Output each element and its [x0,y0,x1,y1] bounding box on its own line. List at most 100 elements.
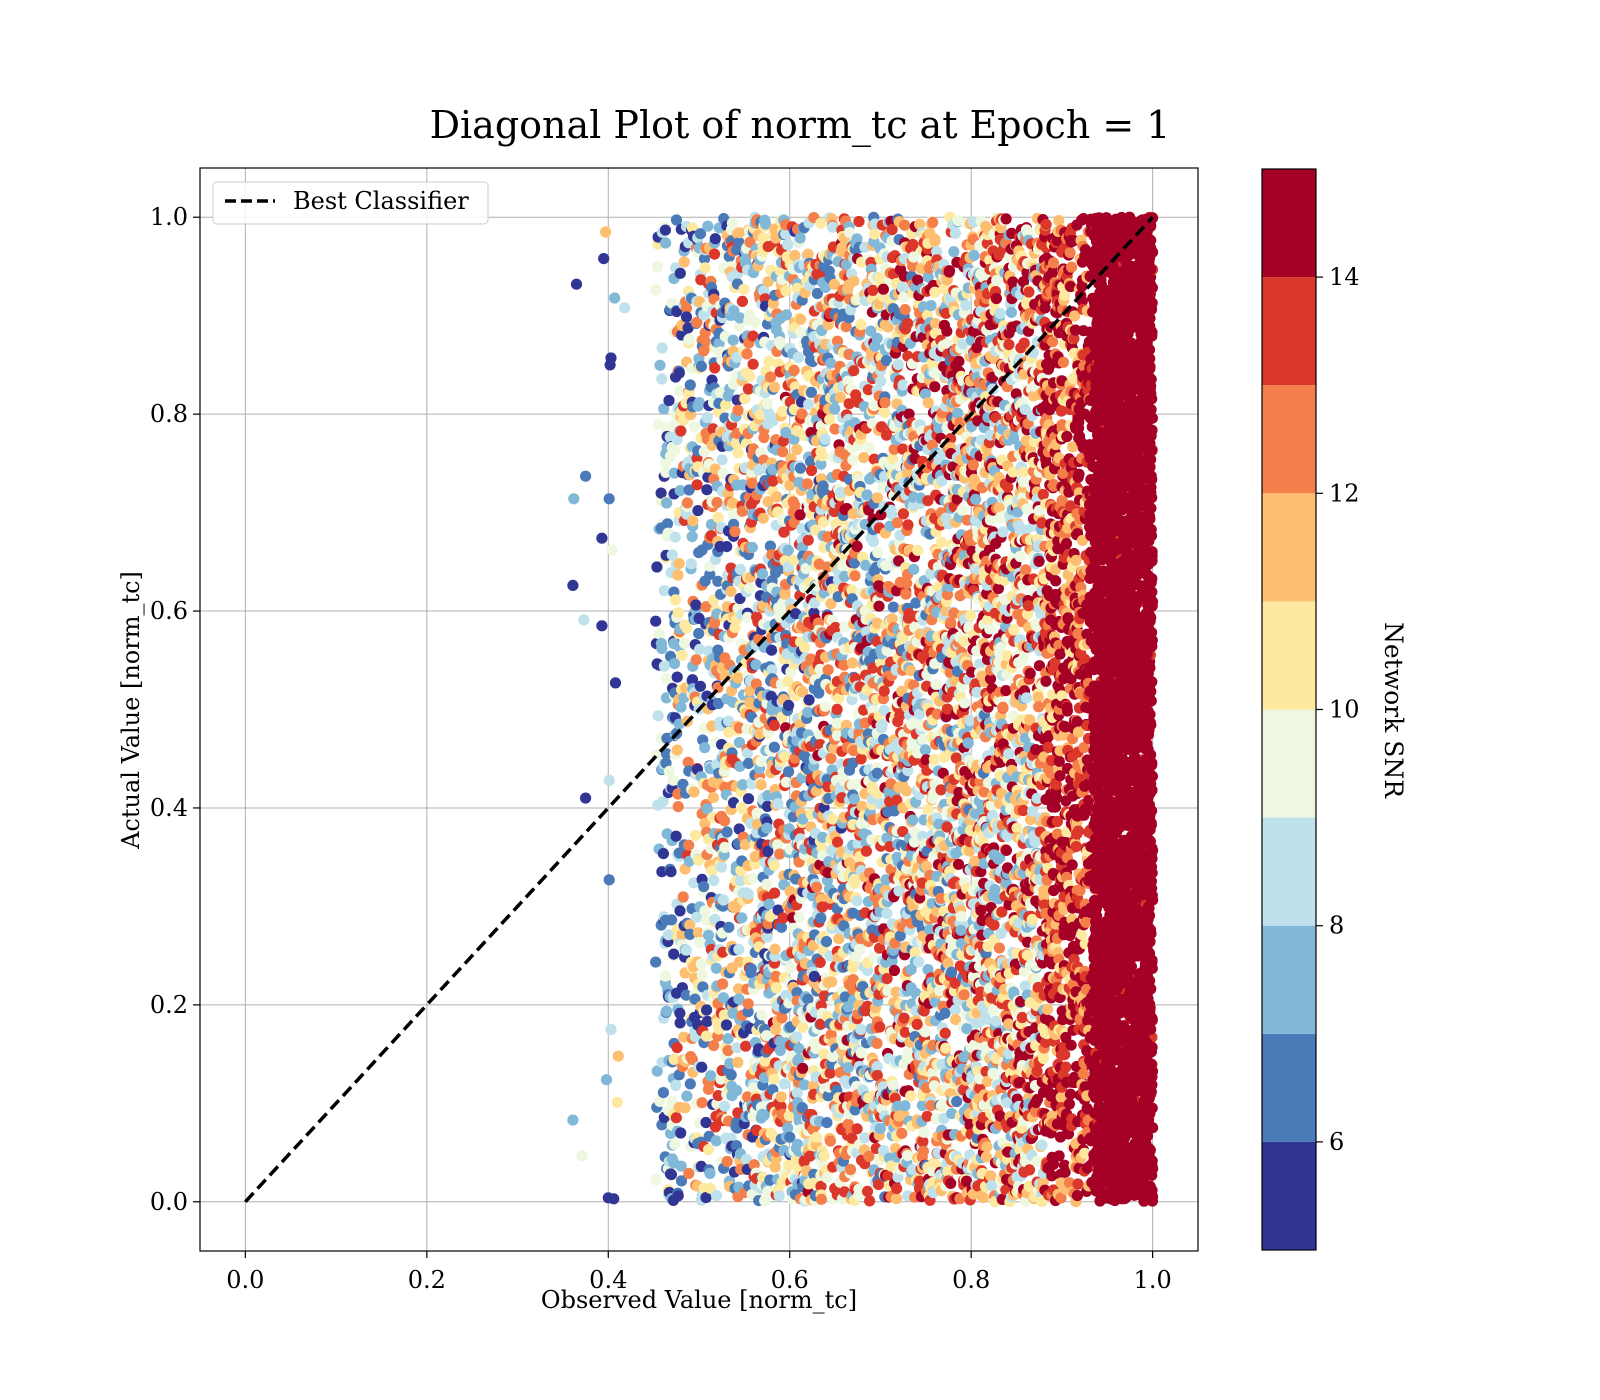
scatter-point [682,756,694,768]
scatter-point [881,907,893,920]
scatter-point [783,699,795,712]
scatter-point [663,394,675,407]
scatter-point [674,485,686,497]
scatter-point [831,703,843,716]
scatter-point [795,313,807,325]
scatter-point [710,1135,722,1147]
scatter-point [600,1074,613,1086]
scatter-point [683,484,695,496]
scatter-point [805,464,818,477]
scatter-point [672,607,684,619]
scatter-point [715,1073,727,1085]
scatter-point [855,1023,867,1036]
scatter-point [816,450,828,462]
scatter-point [892,359,904,371]
scatter-point [679,637,691,650]
scatter-point [955,910,967,923]
scatter-point [715,861,728,873]
scatter-point [774,848,786,860]
scatter-point [734,760,746,773]
scatter-point [874,1021,886,1033]
scatter-point [831,717,843,730]
scatter-point [896,1127,908,1139]
scatter-point [811,1131,823,1143]
scatter-point [958,989,970,1001]
scatter-point [919,1026,931,1038]
scatter-point [658,403,670,415]
scatter-point [872,546,884,559]
scatter-point [651,261,664,273]
scatter-point [689,421,701,433]
scatter-point [749,316,761,328]
scatter-point [674,905,686,917]
scatter-point [736,802,748,815]
scatter-point [605,1023,617,1036]
scatter-point [681,622,693,634]
scatter-point [777,912,789,924]
scatter-point [668,1053,680,1065]
scatter-point [686,1053,699,1065]
scatter-point [676,649,688,662]
scatter-point [918,1126,930,1138]
scatter-point [847,454,859,466]
scatter-point [570,278,583,290]
scatter-point [709,362,721,374]
scatter-point [652,710,664,722]
scatter-point [677,891,689,903]
scatter-point [578,614,590,626]
scatter-point [567,579,579,592]
scatter-point [721,826,733,838]
scatter-point [699,262,711,274]
scatter-point [717,978,729,990]
scatter-point [939,1027,951,1039]
scatter-point [797,1021,809,1033]
scatter-point [871,767,883,779]
scatter-point [719,841,731,854]
scatter-point [674,1007,686,1019]
scatter-point [770,982,783,994]
scatter-point [657,1087,670,1099]
scatter-point [849,570,861,582]
scatter-point [898,1012,910,1024]
scatter-point [733,320,745,332]
scatter-point [958,697,971,709]
scatter-point [853,215,865,228]
scatter-point [660,757,672,769]
scatter-point [879,397,891,409]
scatter-point [907,814,919,826]
scatter-point [654,359,666,371]
scatter-point [846,657,859,669]
scatter-point [908,251,920,263]
scatter-point [960,299,972,311]
scatter-point [769,943,781,955]
scatter-point [953,355,965,367]
scatter-point [755,779,767,791]
scatter-point [674,267,686,279]
scatter-point [899,304,911,316]
scatter-point [747,872,759,884]
scatter-point [755,755,767,768]
scatter-point [855,753,867,765]
scatter-point [669,594,682,606]
scatter-point [907,238,919,251]
scatter-point [821,1172,833,1184]
scatter-point [660,237,672,249]
scatter-point [757,512,769,524]
scatter-point [779,588,791,600]
scatter-point [670,1079,682,1091]
scatter-point [941,325,953,337]
scatter-point [745,963,757,975]
scatter-point [741,348,753,360]
scatter-point [675,425,687,437]
scatter-point [710,962,722,974]
scatter-point [797,1062,809,1074]
scatter-point [683,333,695,346]
scatter-point [702,929,715,942]
scatter-point [678,256,690,268]
scatter-point [844,1163,857,1176]
scatter-point [723,715,735,727]
scatter-point [861,1185,874,1197]
scatter-point [758,432,770,444]
scatter-point [698,881,710,893]
scatter-point [567,1114,579,1126]
